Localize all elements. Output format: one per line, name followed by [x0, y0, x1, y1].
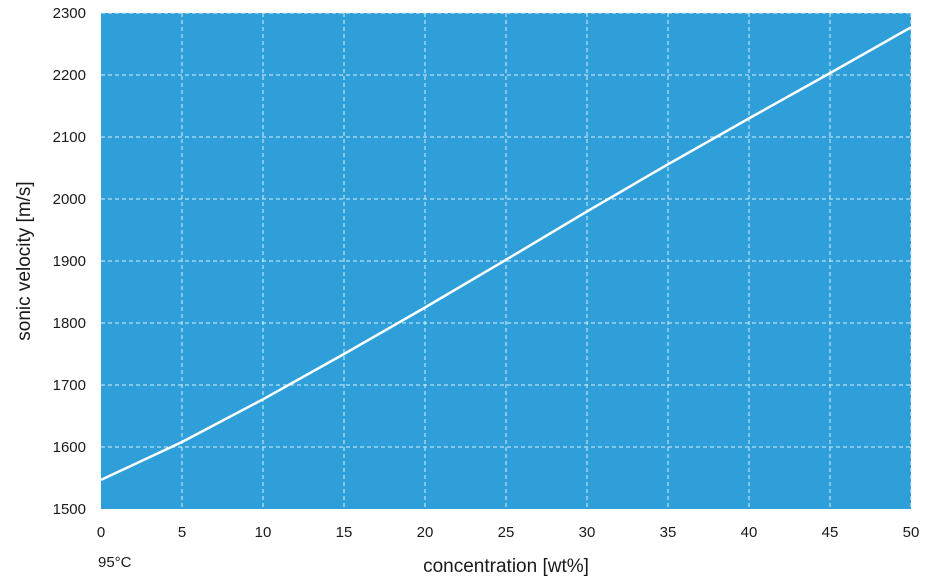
y-tick-label: 1900 [53, 253, 86, 270]
x-tick-label: 45 [822, 524, 839, 541]
x-axis-label: concentration [wt%] [423, 556, 589, 577]
x-tick-label: 5 [178, 524, 186, 541]
y-tick-label: 1700 [53, 377, 86, 394]
x-tick-label: 50 [903, 524, 920, 541]
x-tick-label: 0 [97, 524, 105, 541]
y-tick-label: 1500 [53, 501, 86, 518]
x-tick-label: 15 [336, 524, 353, 541]
y-tick-label: 1800 [53, 315, 86, 332]
temperature-annotation: 95°C [98, 554, 132, 571]
x-tick-label: 30 [579, 524, 596, 541]
x-tick-label: 35 [660, 524, 677, 541]
x-tick-label: 40 [741, 524, 758, 541]
y-tick-label: 2200 [53, 67, 86, 84]
series-line [100, 26, 912, 482]
y-tick-label: 2100 [53, 129, 86, 146]
y-axis-label: sonic velocity [m/s] [14, 181, 35, 340]
gridlines [101, 12, 912, 509]
x-tick-label: 25 [498, 524, 515, 541]
y-tick-label: 2300 [53, 5, 86, 22]
x-tick-label: 10 [255, 524, 272, 541]
x-tick-label: 20 [417, 524, 434, 541]
y-tick-label: 2000 [53, 191, 86, 208]
x-axis-ticks: 0 5 10 15 20 25 30 35 40 45 50 [97, 524, 920, 541]
y-tick-label: 1600 [53, 439, 86, 456]
y-axis-ticks: 1500 1600 1700 1800 1900 2000 2100 2200 2300 [53, 5, 86, 518]
